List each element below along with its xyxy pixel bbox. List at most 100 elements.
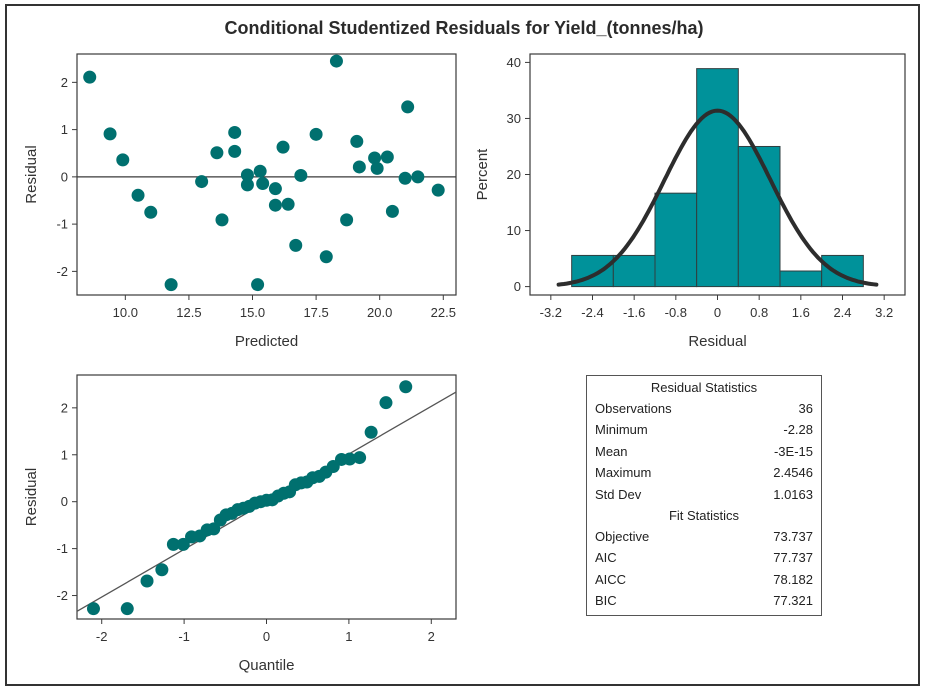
y-tick-label: 20	[507, 167, 521, 182]
x-tick-label: -1	[178, 629, 190, 644]
data-point	[281, 197, 295, 211]
data-point	[329, 54, 343, 68]
stats-label: BIC	[595, 593, 617, 609]
data-point	[83, 70, 97, 84]
histogram-bar	[696, 68, 739, 288]
data-point	[379, 396, 393, 410]
data-point	[364, 425, 378, 439]
data-point	[120, 602, 134, 616]
data-point	[240, 178, 254, 192]
stats-value: 1.0163	[773, 486, 813, 502]
data-point	[309, 127, 323, 141]
x-tick-label: 22.5	[431, 305, 456, 320]
stats-row: Observations 36	[587, 398, 821, 419]
normal-density-curve	[556, 108, 879, 287]
x-axis-label: Quantile	[239, 657, 295, 674]
data-point	[401, 100, 415, 114]
data-point	[370, 161, 384, 175]
data-point	[399, 380, 413, 394]
data-point	[256, 176, 270, 190]
data-point	[380, 150, 394, 164]
data-point	[343, 452, 357, 466]
histogram-bar	[821, 254, 864, 288]
x-tick-label: 17.5	[303, 305, 328, 320]
x-tick-label: -2	[96, 629, 108, 644]
x-tick-label: 0	[714, 305, 721, 320]
y-tick-label: 10	[507, 223, 521, 238]
data-point	[164, 278, 178, 292]
statistics-table: Residual Statistics Observations 36 Minim…	[586, 375, 822, 616]
data-point	[210, 146, 224, 160]
data-point	[131, 188, 145, 202]
stats-label: Maximum	[595, 465, 652, 481]
data-point	[215, 213, 229, 227]
residual-statistics-header: Residual Statistics	[650, 380, 758, 395]
stats-label: Minimum	[595, 422, 648, 438]
data-point	[103, 127, 117, 141]
x-axis-label: Predicted	[235, 333, 298, 350]
data-point	[253, 164, 267, 178]
y-axis-label: Residual	[23, 468, 40, 526]
stats-value: 2.4546	[773, 465, 813, 481]
x-tick-label: -1.6	[623, 305, 645, 320]
data-point	[294, 168, 308, 182]
stats-value: 78.182	[773, 571, 813, 587]
data-point	[144, 205, 158, 219]
x-tick-label: 2	[428, 629, 435, 644]
x-tick-label: 20.0	[367, 305, 392, 320]
data-point	[353, 451, 367, 465]
y-tick-label: 2	[61, 400, 68, 415]
data-point	[340, 213, 354, 227]
data-point	[398, 171, 412, 185]
stats-row: Maximum 2.4546	[587, 462, 821, 483]
data-point	[195, 175, 209, 189]
y-tick-label: 2	[61, 75, 68, 90]
stats-label: AIC	[595, 550, 617, 566]
data-point	[289, 238, 303, 252]
data-point	[268, 182, 282, 196]
data-point	[319, 250, 333, 264]
data-point	[155, 563, 169, 577]
plot-frame	[76, 53, 457, 296]
stats-value: 73.737	[773, 528, 813, 544]
y-tick-label: -2	[56, 264, 68, 279]
x-tick-label: 2.4	[833, 305, 851, 320]
y-tick-label: -1	[56, 217, 68, 232]
data-point	[240, 168, 254, 182]
stats-value: -3E-15	[773, 443, 813, 459]
data-point	[385, 204, 399, 218]
data-point	[228, 125, 242, 139]
data-point	[86, 602, 100, 616]
histogram-bar	[737, 145, 781, 288]
y-tick-label: 1	[61, 447, 68, 462]
data-point	[176, 537, 190, 551]
residual-vs-predicted-panel: -2 -1 0 1 2 10.0 12.5 15.0 17.5 20.0 22.5 Predicted…	[23, 53, 457, 350]
data-point	[350, 134, 364, 148]
x-tick-label: 0	[263, 629, 270, 644]
histogram-bar	[779, 270, 823, 288]
x-tick-label: -2.4	[581, 305, 603, 320]
data-point	[276, 140, 290, 154]
stats-row: AIC 77.737	[587, 547, 821, 568]
stats-row: Mean -3E-15	[587, 441, 821, 462]
stats-row: Minimum -2.28	[587, 419, 821, 440]
x-axis-label: Residual	[688, 333, 746, 350]
data-point	[411, 170, 425, 184]
x-tick-label: -3.2	[540, 305, 562, 320]
x-tick-label: 1.6	[792, 305, 810, 320]
y-axis-label: Percent	[474, 148, 491, 201]
x-tick-label: 12.5	[176, 305, 201, 320]
stats-value: -2.28	[783, 422, 813, 438]
residual-histogram-panel: 0 10 20 30 40 -3.2 -2.4 -1.6 -0.8 0 0.8 1.6 2.4 3.2 Re…	[474, 53, 906, 350]
x-tick-label: -0.8	[665, 305, 687, 320]
y-tick-label: 0	[61, 494, 68, 509]
figure-title: Conditional Studentized Residuals for Yi…	[224, 18, 704, 38]
data-point	[368, 151, 382, 165]
data-point	[268, 198, 282, 212]
stats-value: 36	[798, 401, 813, 416]
x-tick-label: 0.8	[750, 305, 768, 320]
y-tick-label: 30	[507, 111, 521, 126]
y-tick-label: -1	[56, 541, 68, 556]
y-axis-label: Residual	[23, 145, 40, 203]
